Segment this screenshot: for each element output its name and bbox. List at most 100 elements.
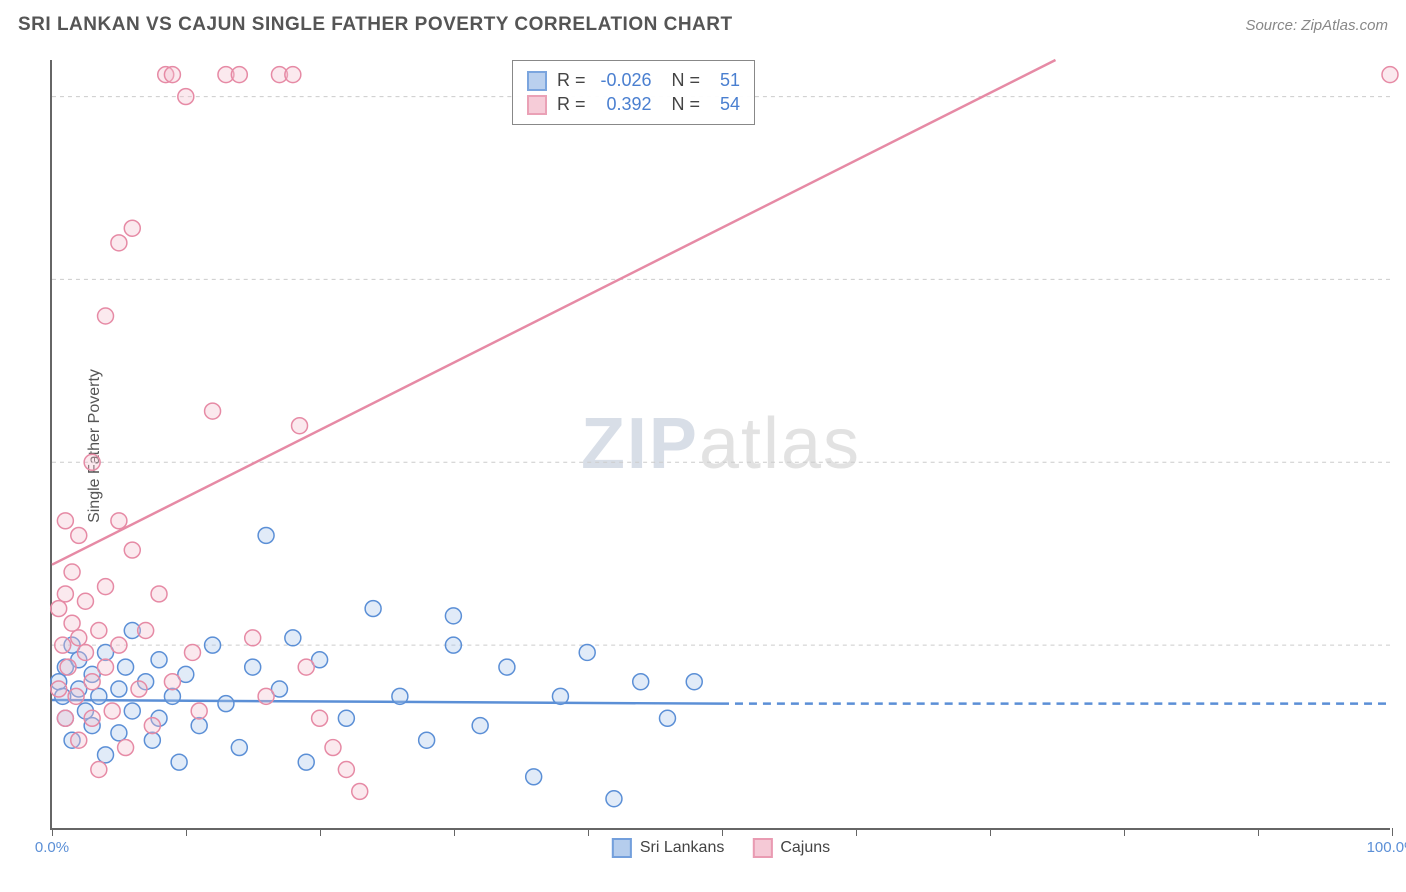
data-point-sri_lankans: [392, 688, 408, 704]
data-point-cajuns: [164, 674, 180, 690]
data-point-sri_lankans: [245, 659, 261, 675]
x-tick: [454, 828, 455, 836]
legend-swatch-icon: [752, 838, 772, 858]
data-point-sri_lankans: [111, 725, 127, 741]
x-tick: [1392, 828, 1393, 836]
data-point-cajuns: [77, 593, 93, 609]
data-point-sri_lankans: [472, 718, 488, 734]
data-point-sri_lankans: [111, 681, 127, 697]
data-point-sri_lankans: [606, 791, 622, 807]
data-point-cajuns: [51, 601, 67, 617]
data-point-cajuns: [60, 659, 76, 675]
data-point-cajuns: [104, 703, 120, 719]
data-point-sri_lankans: [526, 769, 542, 785]
data-point-cajuns: [245, 630, 261, 646]
data-point-cajuns: [144, 718, 160, 734]
data-point-cajuns: [111, 513, 127, 529]
x-tick: [1258, 828, 1259, 836]
x-tick: [52, 828, 53, 836]
stat-n-value: 51: [710, 70, 740, 91]
data-point-sri_lankans: [419, 732, 435, 748]
data-point-sri_lankans: [218, 696, 234, 712]
legend: Sri Lankans Cajuns: [612, 838, 830, 858]
data-point-cajuns: [98, 659, 114, 675]
data-point-cajuns: [84, 454, 100, 470]
data-point-cajuns: [124, 542, 140, 558]
data-point-cajuns: [178, 89, 194, 105]
data-point-sri_lankans: [633, 674, 649, 690]
data-point-cajuns: [118, 740, 134, 756]
data-point-cajuns: [231, 67, 247, 83]
data-point-cajuns: [77, 644, 93, 660]
data-point-sri_lankans: [298, 754, 314, 770]
data-point-cajuns: [84, 710, 100, 726]
plot-area: ZIPatlas 25.0%50.0%75.0%100.0% 0.0%100.0…: [50, 60, 1390, 830]
data-point-cajuns: [68, 688, 84, 704]
stat-n-value: 54: [710, 94, 740, 115]
x-tick: [856, 828, 857, 836]
data-point-cajuns: [312, 710, 328, 726]
data-point-cajuns: [71, 527, 87, 543]
data-point-cajuns: [71, 732, 87, 748]
data-point-sri_lankans: [91, 688, 107, 704]
trend-line-cajuns: [52, 60, 1056, 565]
x-tick: [186, 828, 187, 836]
data-point-cajuns: [185, 644, 201, 660]
stat-r-label: R =: [557, 70, 586, 91]
data-point-cajuns: [298, 659, 314, 675]
x-tick: [588, 828, 589, 836]
legend-swatch-icon: [612, 838, 632, 858]
legend-item: Cajuns: [752, 838, 830, 858]
data-point-sri_lankans: [579, 644, 595, 660]
y-tick-label: 25.0%: [1398, 638, 1406, 655]
data-point-sri_lankans: [445, 608, 461, 624]
data-point-cajuns: [111, 637, 127, 653]
data-point-cajuns: [57, 710, 73, 726]
data-point-sri_lankans: [365, 601, 381, 617]
data-point-sri_lankans: [98, 747, 114, 763]
data-point-cajuns: [98, 308, 114, 324]
stat-swatch-icon: [527, 71, 547, 91]
data-point-cajuns: [71, 630, 87, 646]
data-point-cajuns: [131, 681, 147, 697]
legend-label: Cajuns: [780, 839, 830, 857]
data-point-cajuns: [91, 623, 107, 639]
data-point-cajuns: [124, 220, 140, 236]
data-point-sri_lankans: [258, 527, 274, 543]
chart-title: SRI LANKAN VS CAJUN SINGLE FATHER POVERT…: [18, 14, 733, 36]
stat-row-cajuns: R = 0.392 N = 54: [527, 94, 740, 115]
data-point-sri_lankans: [659, 710, 675, 726]
y-tick-label: 50.0%: [1398, 455, 1406, 472]
data-point-cajuns: [55, 637, 71, 653]
stat-swatch-icon: [527, 95, 547, 115]
data-point-sri_lankans: [124, 703, 140, 719]
stat-n-label: N =: [662, 94, 701, 115]
data-point-sri_lankans: [499, 659, 515, 675]
data-point-cajuns: [57, 586, 73, 602]
y-tick-label: 75.0%: [1398, 272, 1406, 289]
data-point-sri_lankans: [338, 710, 354, 726]
y-tick-label: 100.0%: [1398, 88, 1406, 105]
data-point-cajuns: [292, 418, 308, 434]
data-point-sri_lankans: [171, 754, 187, 770]
source-attribution: Source: ZipAtlas.com: [1245, 17, 1388, 34]
trend-line-sri_lankans: [52, 700, 721, 704]
x-tick: [722, 828, 723, 836]
data-point-cajuns: [1382, 67, 1398, 83]
data-point-sri_lankans: [118, 659, 134, 675]
data-point-sri_lankans: [164, 688, 180, 704]
x-tick: [990, 828, 991, 836]
scatter-plot-svg: [52, 60, 1390, 828]
x-tick: [1124, 828, 1125, 836]
data-point-sri_lankans: [231, 740, 247, 756]
data-point-sri_lankans: [445, 637, 461, 653]
x-tick-label: 100.0%: [1367, 839, 1406, 856]
data-point-sri_lankans: [552, 688, 568, 704]
legend-item: Sri Lankans: [612, 838, 725, 858]
data-point-sri_lankans: [151, 652, 167, 668]
data-point-cajuns: [352, 783, 368, 799]
data-point-cajuns: [205, 403, 221, 419]
data-point-cajuns: [258, 688, 274, 704]
data-point-sri_lankans: [205, 637, 221, 653]
data-point-cajuns: [191, 703, 207, 719]
